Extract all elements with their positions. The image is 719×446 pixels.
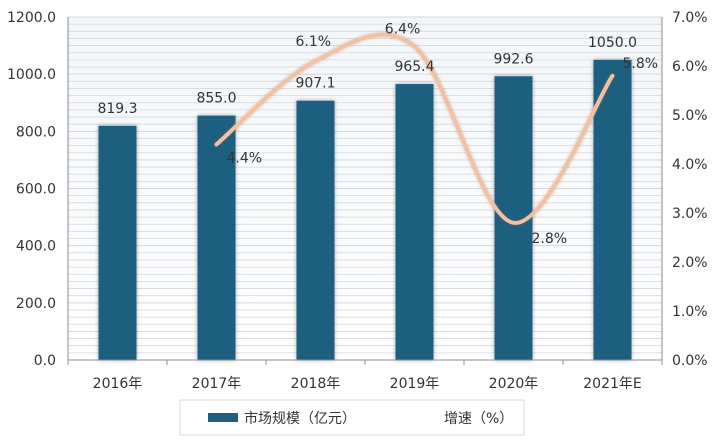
bar (197, 115, 236, 360)
line-value-label: 6.1% (296, 34, 332, 50)
x-tick-label: 2021年E (583, 376, 641, 392)
y-right-tick-label: 6.0% (672, 59, 708, 75)
line-value-label: 6.4% (385, 21, 421, 37)
bar-value-label: 855.0 (196, 91, 236, 107)
bar (593, 59, 632, 360)
x-tick-label: 2016年 (93, 376, 143, 392)
y-right-tick-label: 7.0% (672, 10, 708, 26)
x-tick-label: 2019年 (390, 376, 440, 392)
y-left-tick-label: 200.0 (16, 296, 56, 312)
y-left-tick-label: 800.0 (16, 124, 56, 140)
legend-label-line: 增速（%） (444, 411, 513, 427)
bar-value-label: 1050.0 (588, 35, 637, 51)
y-left-tick-label: 1000.0 (7, 67, 56, 83)
line-value-label: 2.8% (532, 231, 568, 247)
y-left-tick-label: 400.0 (16, 239, 56, 255)
bar-value-label: 992.6 (493, 51, 533, 67)
bar-value-label: 965.4 (394, 59, 434, 75)
y-left-tick-label: 600.0 (16, 182, 56, 198)
y-right-tick-label: 3.0% (672, 206, 708, 222)
y-right-tick-label: 1.0% (672, 304, 708, 320)
x-tick-label: 2020年 (489, 376, 539, 392)
y-right-tick-label: 0.0% (672, 353, 708, 369)
y-right-tick-label: 5.0% (672, 108, 708, 124)
x-tick-label: 2018年 (291, 376, 341, 392)
y-left-tick-label: 1200.0 (7, 10, 56, 26)
legend-swatch-bar (208, 413, 238, 422)
x-tick-label: 2017年 (192, 376, 242, 392)
y-right-tick-label: 4.0% (672, 157, 708, 173)
bar (395, 84, 434, 360)
bar (98, 125, 137, 361)
line-value-label: 4.4% (227, 150, 263, 166)
line-value-label: 5.8% (623, 56, 659, 72)
y-right-tick-label: 2.0% (672, 255, 708, 271)
legend-label-bar: 市场规模（亿元） (244, 410, 356, 427)
bar-value-label: 907.1 (295, 76, 335, 92)
bar-value-label: 819.3 (97, 101, 137, 117)
bar (296, 100, 335, 360)
y-left-tick-label: 0.0 (34, 353, 56, 369)
growth-rate-line (214, 32, 615, 225)
